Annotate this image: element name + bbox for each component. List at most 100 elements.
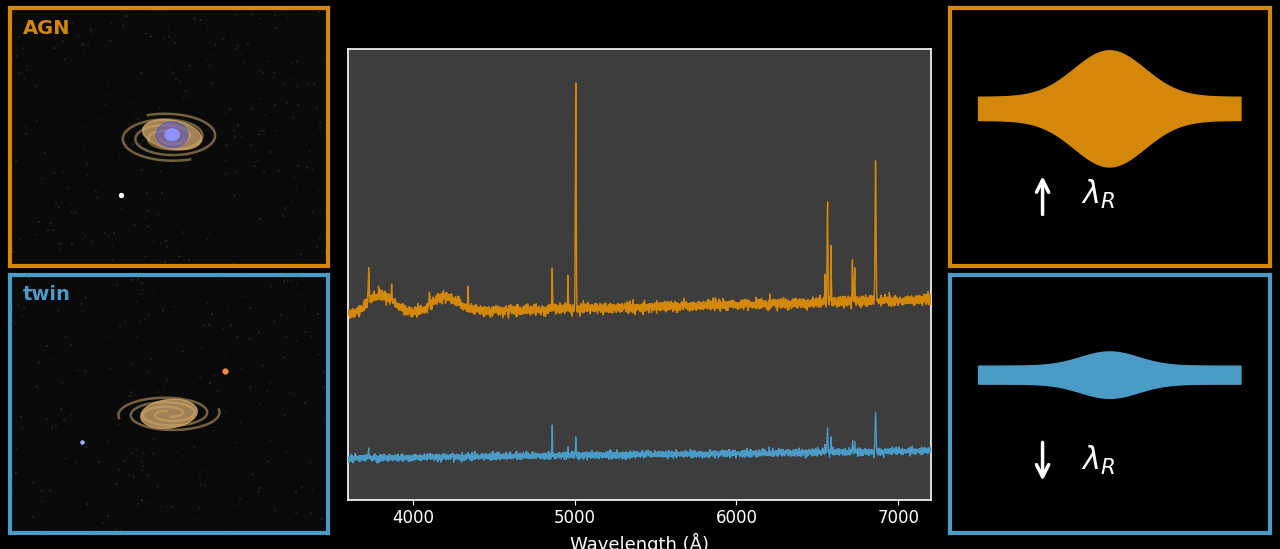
Point [122,291,142,300]
Point [6,445,27,453]
Point [51,405,72,413]
Point [187,166,207,175]
Point [302,208,323,217]
Point [87,338,108,347]
Point [193,321,214,330]
Point [198,36,219,45]
Point [114,68,134,76]
Point [150,196,170,205]
Point [87,203,108,211]
Point [125,110,146,119]
Point [17,111,37,120]
Point [193,396,214,405]
Point [49,203,69,211]
Point [283,113,303,122]
Point [35,118,55,127]
Point [35,319,55,328]
Point [169,252,189,261]
Point [261,148,282,156]
Point [137,206,157,215]
Point [160,520,180,529]
Point [166,75,187,83]
Point [236,292,256,301]
Point [274,353,294,362]
Point [136,212,156,221]
Point [214,324,234,333]
Point [253,527,274,536]
Point [151,499,172,508]
Point [119,15,140,24]
Point [79,79,100,88]
Point [97,457,118,466]
Point [260,390,280,399]
Point [284,295,305,304]
Point [287,57,307,66]
Point [280,277,301,285]
Point [42,507,63,516]
Point [137,255,157,264]
Point [230,187,251,195]
Point [111,525,132,534]
Point [9,110,29,119]
Point [52,168,73,177]
Point [102,494,123,503]
Point [114,214,134,222]
Point [102,509,123,518]
Point [311,53,332,62]
Point [179,61,200,70]
Point [227,44,247,53]
Point [294,303,315,312]
Point [102,27,123,36]
Point [316,8,337,17]
Point [146,118,166,127]
Point [156,237,177,245]
Point [314,417,334,426]
Point [269,293,289,301]
Point [283,504,303,513]
Point [15,130,36,138]
Point [296,526,316,535]
Point [256,111,276,120]
Point [200,38,220,47]
Point [165,212,186,221]
Point [198,229,219,238]
Point [52,222,73,231]
Point [287,281,307,289]
Point [250,43,270,52]
Point [32,497,52,506]
Point [314,367,334,376]
Point [65,208,86,217]
Point [13,44,33,53]
Point [316,451,337,460]
Point [273,282,293,291]
Point [259,189,279,198]
Point [137,155,157,164]
Point [109,150,129,159]
Text: AGN: AGN [23,19,70,37]
Point [274,277,294,285]
Point [45,203,65,211]
Point [150,167,170,176]
Point [124,390,145,399]
Point [296,327,316,336]
Point [54,415,74,424]
Point [119,418,140,427]
Point [200,321,220,330]
Point [237,174,257,183]
Point [15,277,36,285]
Point [220,41,241,50]
Point [161,421,182,429]
Point [192,108,212,116]
Point [156,374,177,383]
Point [67,458,87,467]
Point [134,252,155,261]
Point [61,240,82,249]
Point [195,104,215,113]
Point [90,356,110,365]
Point [157,461,178,469]
Point [70,302,91,311]
Point [160,156,180,165]
Point [264,73,284,82]
Text: $\lambda_R$: $\lambda_R$ [1080,177,1115,211]
Point [84,228,105,237]
